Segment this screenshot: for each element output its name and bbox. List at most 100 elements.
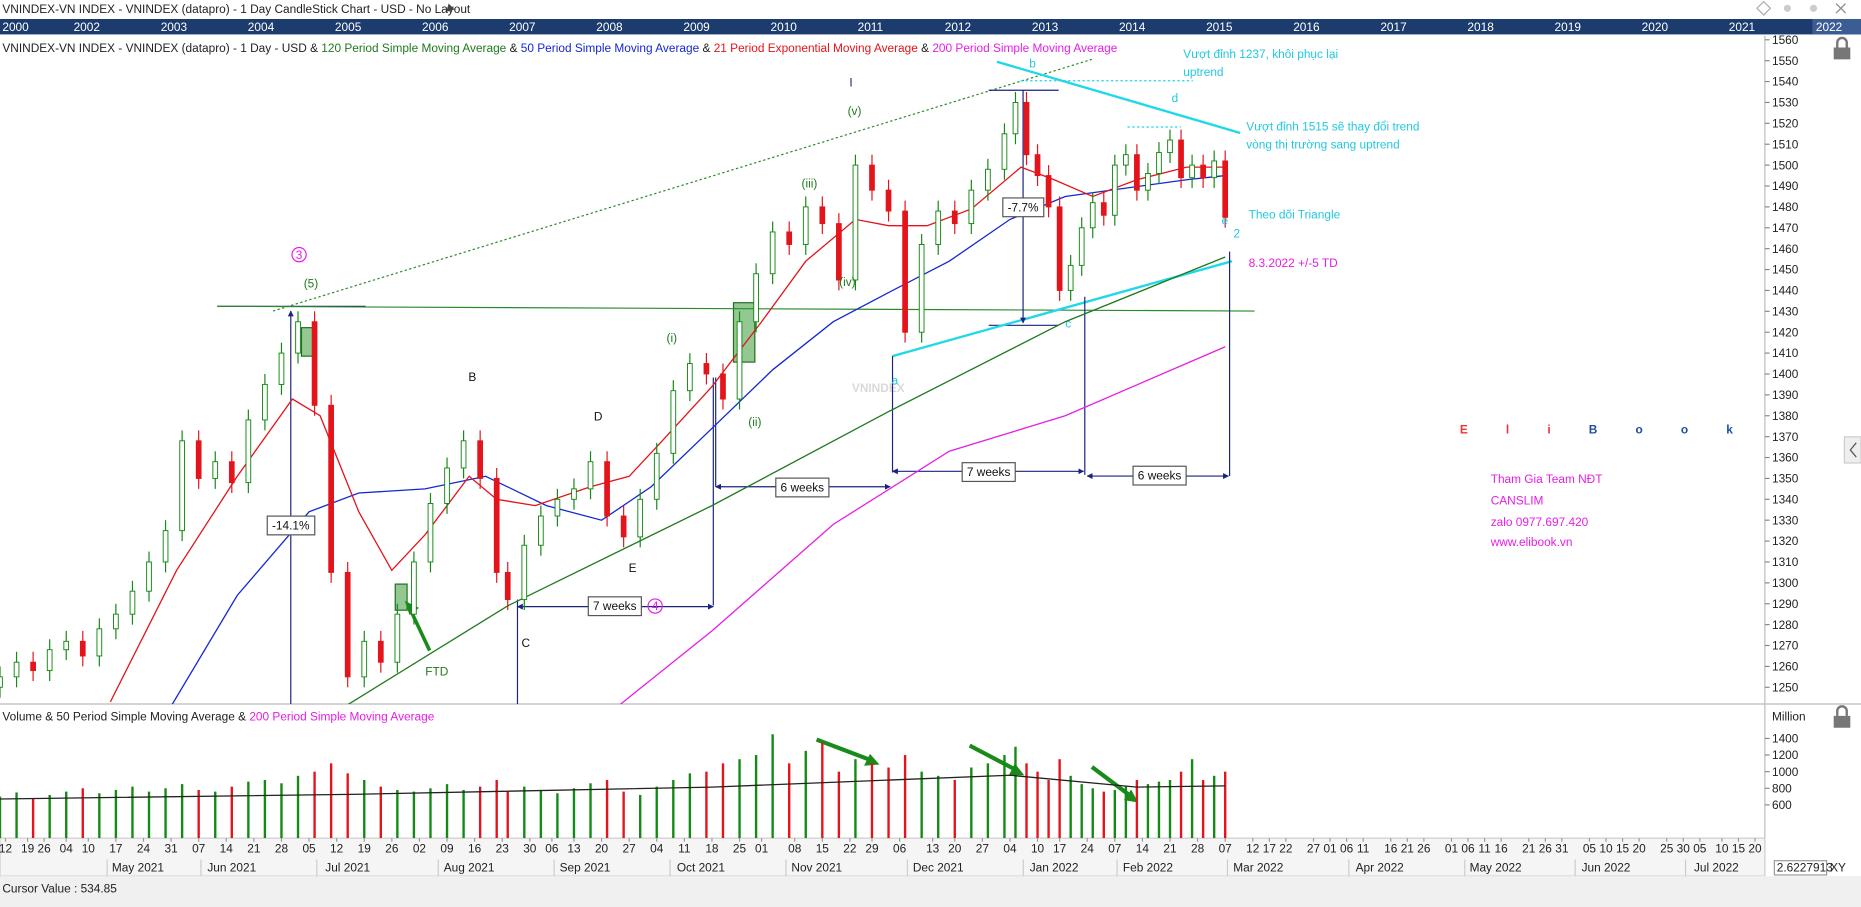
volume-bar	[539, 789, 543, 839]
candle-body	[604, 461, 610, 517]
volume-bar	[445, 784, 449, 839]
x-tick-label: 20	[1748, 841, 1762, 855]
x-tick-label: 15	[816, 841, 830, 855]
month-label: Nov 2021	[791, 860, 842, 874]
highlight-box	[394, 583, 408, 611]
edit-icon[interactable]	[446, 3, 455, 12]
candle-body	[1034, 154, 1041, 177]
lock-icon[interactable]	[1833, 705, 1851, 728]
volume-pane	[0, 734, 1227, 839]
month-label: Dec 2021	[913, 860, 964, 874]
level-line	[217, 305, 1255, 312]
annotation: E	[629, 561, 637, 575]
volume-bar	[738, 759, 741, 839]
volume-bar	[214, 791, 217, 839]
candle-body	[687, 363, 693, 392]
x-tick-label: 15	[1616, 841, 1630, 855]
cursor-value: Cursor Value : 534.85	[2, 882, 117, 896]
candle-body	[504, 571, 511, 601]
candle-body	[753, 273, 759, 323]
candle-body	[554, 498, 561, 517]
volume-bar	[1135, 779, 1139, 839]
label-circle	[291, 246, 307, 263]
x-tick-label: 16	[468, 841, 482, 855]
x-tick-label: 12	[0, 841, 12, 855]
annotation: www.elibook.vn	[1490, 535, 1573, 549]
x-tick-label: 02	[413, 841, 426, 855]
year-strip-selection	[1812, 18, 1861, 35]
candle-body	[1089, 202, 1096, 229]
volume-bar	[31, 798, 35, 839]
annotation: 3	[296, 248, 303, 262]
volume-bar	[396, 789, 399, 839]
icon[interactable]	[1809, 4, 1818, 12]
volume-bar	[1179, 771, 1183, 839]
icon[interactable]	[1756, 0, 1772, 16]
candle-body	[30, 661, 36, 672]
candle-body	[538, 515, 544, 546]
volume-bar	[589, 783, 592, 839]
volume-bar	[605, 779, 609, 839]
year-label: 2005	[335, 20, 362, 34]
close-icon[interactable]	[1835, 3, 1846, 14]
annotation: Tham Gia Team NĐT	[1491, 472, 1603, 486]
year-label: 2009	[683, 20, 710, 34]
x-tick-label: 15	[1732, 841, 1746, 855]
x-tick-label: 26	[38, 841, 52, 855]
annotation: 8.3.2022 +/-5 TD	[1249, 256, 1338, 270]
volume-bar	[870, 763, 874, 839]
y-tick-label: 1550	[1772, 54, 1799, 68]
y-tick-label: 1530	[1772, 96, 1799, 110]
icon[interactable]	[1783, 4, 1791, 12]
candle-body	[521, 544, 528, 601]
candle-body	[162, 530, 169, 563]
candle-body	[836, 223, 842, 281]
volume-bar	[48, 794, 51, 839]
candle-body	[703, 363, 710, 375]
candle-body	[394, 613, 401, 663]
candle-body	[1123, 154, 1129, 166]
y-tick-label: 600	[1772, 798, 1792, 812]
candle-body	[935, 210, 942, 245]
y-tick-label: 1280	[1772, 618, 1799, 632]
volume-bar	[247, 781, 250, 839]
volume-bar	[639, 794, 642, 839]
candle-body	[328, 404, 334, 573]
year-label: 2014	[1119, 20, 1146, 34]
legend-separator: &	[918, 41, 932, 55]
collapse-button[interactable]	[1843, 436, 1861, 464]
year-label: 2008	[596, 20, 623, 34]
year-label: 2010	[771, 20, 798, 34]
x-tick-label: 24	[137, 841, 151, 855]
volume-bar	[1058, 759, 1061, 839]
candle-body	[1056, 206, 1063, 291]
candle-body	[653, 452, 660, 500]
annotation: -7.7%	[1008, 200, 1039, 214]
volume-bar	[180, 784, 184, 839]
annotation: I	[849, 76, 852, 90]
scale-box[interactable]	[1773, 860, 1828, 876]
candle-body	[63, 640, 70, 651]
volume-bar	[523, 786, 526, 839]
year-label: 2015	[1206, 20, 1233, 34]
y-tick-label: 1270	[1772, 639, 1799, 653]
candle-body	[620, 515, 627, 538]
x-tick-label: 11	[1478, 841, 1491, 855]
legend-separator: &	[42, 710, 56, 724]
price-legend: VNINDEX-VN INDEX - VNINDEX (datapro) - 1…	[2, 41, 1117, 55]
volume-bar	[1168, 779, 1172, 839]
label-circle	[647, 598, 663, 614]
lock-icon[interactable]	[1833, 36, 1851, 60]
volume-bar	[655, 786, 658, 839]
volume-bar	[15, 792, 18, 839]
volume-bar	[1201, 779, 1205, 839]
x-tick-label: 27	[976, 841, 989, 855]
volume-bar	[804, 750, 807, 839]
y-tick-label: 1540	[1772, 75, 1799, 89]
label-box	[1132, 465, 1187, 486]
scale-mode[interactable]: XY	[1830, 860, 1846, 874]
y-tick-label: 1520	[1772, 116, 1799, 130]
candle-body	[1200, 164, 1206, 179]
x-tick-label: 27	[1307, 841, 1320, 855]
candle-body	[46, 649, 53, 672]
